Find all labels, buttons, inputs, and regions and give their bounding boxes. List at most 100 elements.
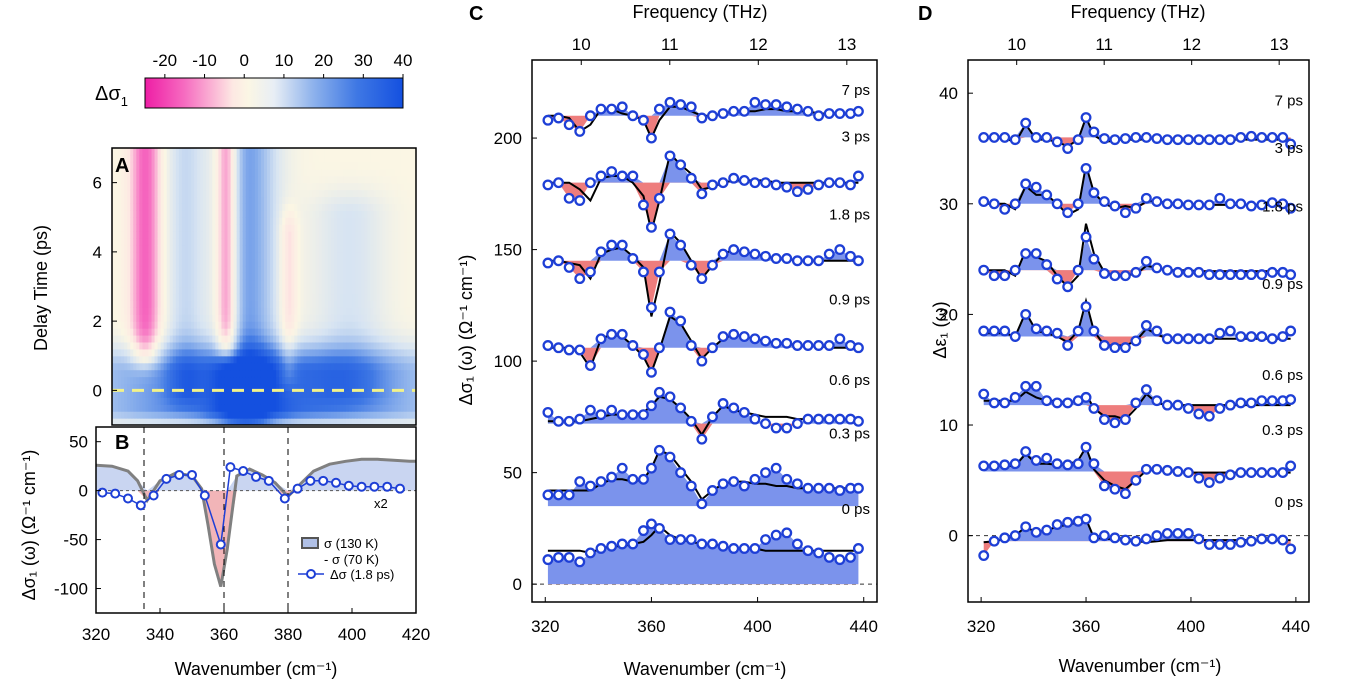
heatmap-cell bbox=[209, 258, 213, 267]
heatmap-cell bbox=[385, 265, 390, 274]
heatmap-cell bbox=[373, 148, 378, 156]
heatmap-cell bbox=[264, 154, 268, 163]
heatmap-cell bbox=[352, 196, 356, 204]
heatmap-cell bbox=[336, 265, 341, 274]
heatmap-cell bbox=[373, 238, 378, 246]
heatmap-cell bbox=[391, 272, 396, 281]
heatmap-cell bbox=[318, 300, 323, 308]
heatmap-cell bbox=[276, 355, 280, 364]
heatmap-cell bbox=[324, 148, 329, 156]
heatmap-cell bbox=[136, 307, 140, 315]
heatmap-cell bbox=[215, 279, 219, 288]
heatmap-cell bbox=[294, 334, 299, 343]
heatmap-cell bbox=[288, 148, 292, 156]
heatmap-cell bbox=[406, 203, 411, 211]
heatmap-cell bbox=[318, 341, 323, 350]
c-trace-point bbox=[802, 482, 814, 494]
heatmap-cell bbox=[154, 168, 159, 177]
heatmap-cell bbox=[273, 196, 277, 204]
heatmap-cell bbox=[397, 321, 402, 329]
heatmap-cell bbox=[264, 418, 268, 425]
heatmap-cell bbox=[273, 300, 277, 308]
heatmap-cell bbox=[115, 341, 119, 350]
heatmap-cell bbox=[324, 321, 329, 329]
heatmap-cell bbox=[409, 168, 414, 177]
heatmap-cell bbox=[157, 161, 162, 170]
heatmap-cell bbox=[346, 397, 350, 405]
heatmap-cell bbox=[178, 411, 183, 419]
heatmap-cell bbox=[364, 404, 368, 412]
heatmap-cell bbox=[239, 328, 244, 336]
heatmap-cell bbox=[312, 168, 317, 177]
heatmap-cell bbox=[288, 238, 292, 246]
colorbar-ticks: -20 -10 0 10 20 30 40 bbox=[153, 51, 412, 78]
heatmap-cell bbox=[248, 390, 253, 398]
heatmap-cell bbox=[230, 404, 235, 412]
heatmap-cell bbox=[403, 321, 408, 329]
heatmap-cell bbox=[145, 251, 150, 260]
heatmap-cell bbox=[215, 300, 219, 308]
heatmap-cell bbox=[397, 328, 402, 336]
heatmap-cell bbox=[267, 300, 271, 308]
d-top-tick-label: 13 bbox=[1270, 35, 1289, 54]
c-ytick-label: 200 bbox=[494, 129, 522, 148]
heatmap-cell bbox=[297, 272, 302, 281]
heatmap-cell bbox=[352, 307, 356, 315]
heatmap-cell bbox=[139, 224, 143, 232]
heatmap-cell bbox=[215, 217, 219, 225]
heatmap-cell bbox=[288, 203, 292, 211]
heatmap-cell bbox=[184, 224, 189, 232]
heatmap-cell bbox=[318, 307, 323, 315]
heatmap-cell bbox=[227, 328, 232, 336]
heatmap-cell bbox=[409, 300, 414, 308]
heatmap-cell bbox=[306, 334, 311, 343]
heatmap-cell bbox=[218, 251, 223, 260]
heatmap-cell bbox=[169, 265, 174, 274]
heatmap-cell bbox=[242, 418, 247, 425]
heatmap-cell bbox=[336, 293, 341, 301]
heatmap-cell bbox=[273, 175, 277, 184]
heatmap-cell bbox=[112, 279, 116, 288]
heatmap-cell bbox=[367, 210, 371, 218]
c-trace-point bbox=[606, 166, 618, 177]
d-trace-point bbox=[1051, 136, 1063, 148]
heatmap-cell bbox=[388, 175, 393, 184]
heatmap-cell bbox=[157, 189, 162, 198]
heatmap-cell bbox=[194, 334, 198, 343]
d-trace-point bbox=[1161, 134, 1173, 146]
heatmap-cell bbox=[355, 272, 359, 281]
heatmap-cell bbox=[358, 341, 362, 350]
heatmap-cell bbox=[212, 154, 216, 163]
heatmap-cell bbox=[242, 397, 247, 405]
heatmap-cell bbox=[340, 418, 344, 425]
heatmap-cell bbox=[361, 148, 365, 156]
heatmap-cell bbox=[373, 203, 378, 211]
heatmap-cell bbox=[373, 321, 378, 329]
c-trace-point bbox=[852, 342, 864, 354]
heatmap-cell bbox=[343, 390, 347, 398]
heatmap-cell bbox=[203, 224, 207, 232]
heatmap-cell bbox=[160, 348, 165, 357]
heatmap-cell bbox=[145, 161, 150, 170]
heatmap-cell bbox=[306, 231, 311, 239]
heatmap-cell bbox=[200, 369, 204, 378]
heatmap-cell bbox=[251, 411, 256, 419]
heatmap-cell bbox=[236, 244, 241, 253]
heatmap-cell bbox=[303, 300, 308, 308]
heatmap-cell bbox=[412, 397, 416, 405]
heatmap-cell bbox=[133, 293, 137, 301]
heatmap-cell bbox=[139, 321, 143, 329]
heatmap-cell bbox=[306, 148, 311, 156]
heatmap-cell bbox=[309, 328, 314, 336]
heatmap-cell bbox=[230, 307, 235, 315]
heatmap-cell bbox=[361, 397, 365, 405]
heatmap-cell bbox=[385, 175, 390, 184]
heatmap-cell bbox=[315, 203, 320, 211]
heatmap-cell bbox=[133, 341, 137, 350]
heatmap-cell bbox=[270, 196, 274, 204]
c-trace-point bbox=[638, 525, 649, 537]
heatmap-cell bbox=[376, 210, 381, 218]
heatmap-cell bbox=[118, 369, 122, 378]
d-trace-point bbox=[1030, 323, 1042, 335]
